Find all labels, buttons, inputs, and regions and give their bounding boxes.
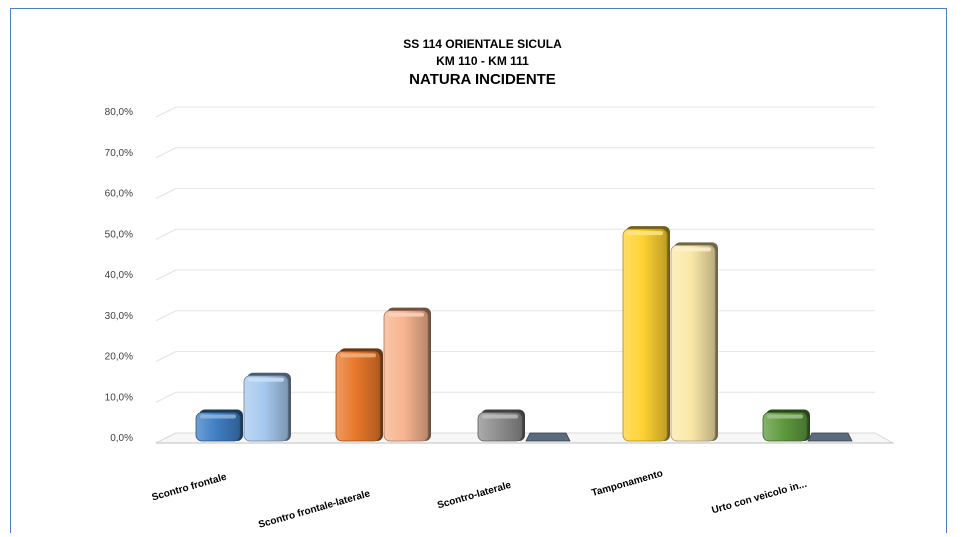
bar-zero-tile (525, 432, 571, 442)
bar (243, 372, 291, 442)
bar-zero-tile (807, 432, 853, 442)
bar-highlight (675, 247, 711, 252)
y-tick-label: 40,0% (105, 270, 133, 281)
bar-highlight (627, 231, 663, 236)
bar (195, 409, 243, 442)
gridline-diagonal (155, 351, 177, 362)
x-category-label: Scontro-laterale (436, 480, 513, 512)
bar-highlight (248, 377, 284, 382)
gridline-diagonal (155, 269, 177, 281)
bar (525, 432, 571, 442)
gridline-diagonal (155, 188, 177, 199)
bar-highlight (200, 414, 236, 419)
y-tick-label: 20,0% (105, 352, 133, 363)
bar (383, 307, 431, 442)
gridline-diagonal (155, 310, 177, 322)
bar-front-face (335, 350, 381, 442)
bar-highlight (482, 414, 518, 419)
gridline-diagonal (155, 106, 177, 118)
x-category-label: Scontro frontale-laterale (257, 488, 372, 531)
bar (335, 348, 383, 442)
chart-title-block: SS 114 ORIENTALE SICULA KM 110 - KM 111 … (0, 36, 965, 90)
bar (762, 409, 810, 442)
y-tick-label: 80,0% (105, 107, 133, 118)
chart-frame (10, 8, 947, 533)
chart-title-line-2: KM 110 - KM 111 (436, 54, 529, 68)
y-tick-label: 60,0% (105, 189, 133, 200)
x-category-label: Tamponamento (590, 468, 664, 499)
y-tick-label: 0,0% (110, 433, 133, 444)
bar (807, 432, 853, 442)
gridline-diagonal (155, 147, 177, 159)
bar-front-face (195, 412, 241, 442)
bar (670, 242, 718, 442)
x-category-label: Scontro frontale (151, 472, 229, 504)
bar (622, 226, 670, 442)
bar-front-face (383, 310, 429, 442)
bar-front-face (622, 228, 668, 442)
bar-front-face (243, 375, 289, 442)
chart-title-line-1: SS 114 ORIENTALE SICULA (403, 37, 562, 51)
y-tick-label: 70,0% (105, 148, 133, 159)
bar-front-face (477, 412, 523, 442)
gridline-diagonal (155, 391, 177, 403)
gridline-diagonal (155, 228, 177, 240)
bar-front-face (670, 244, 716, 442)
bar-front-face (762, 412, 808, 442)
bar (477, 409, 525, 442)
x-category-label: Urto con veicolo in... (711, 479, 809, 517)
y-tick-label: 50,0% (105, 229, 133, 240)
chart-title-line-3: NATURA INCIDENTE (409, 71, 556, 88)
bar-highlight (767, 414, 803, 419)
bar-highlight (340, 353, 376, 358)
bar-highlight (388, 312, 424, 317)
y-tick-label: 10,0% (105, 392, 133, 403)
y-tick-label: 30,0% (105, 311, 133, 322)
